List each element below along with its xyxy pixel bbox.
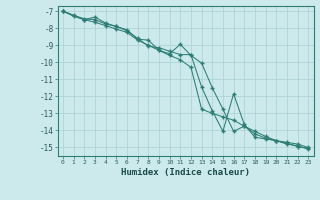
X-axis label: Humidex (Indice chaleur): Humidex (Indice chaleur) [121,168,250,177]
